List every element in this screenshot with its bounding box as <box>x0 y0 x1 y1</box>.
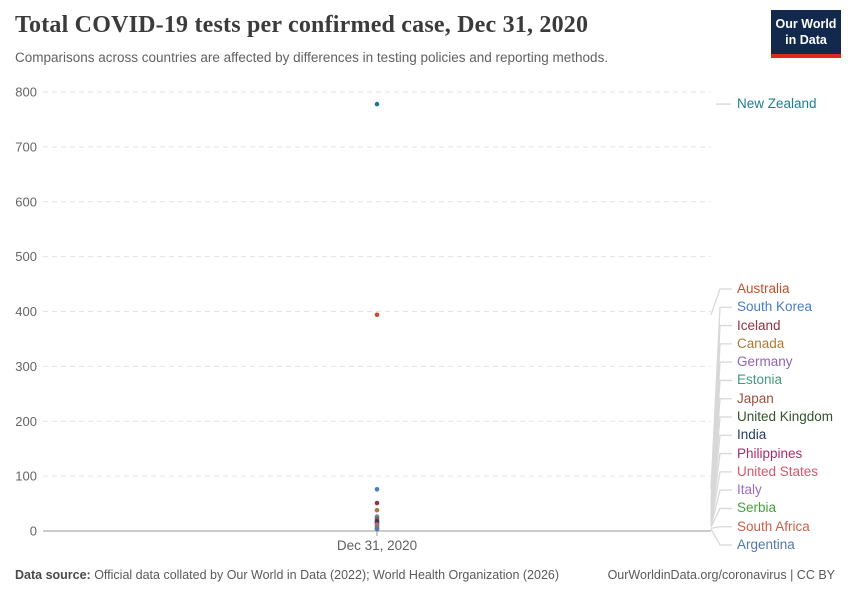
entity-label-south-korea[interactable]: South Korea <box>737 299 813 315</box>
data-point-canada[interactable] <box>374 507 380 513</box>
label-connector <box>710 526 732 529</box>
entity-label-new-zealand[interactable]: New Zealand <box>737 96 817 112</box>
y-tick-label: 700 <box>15 139 37 154</box>
entity-label-italy[interactable]: Italy <box>737 482 762 498</box>
page-title: Total COVID-19 tests per confirmed case,… <box>15 12 589 38</box>
data-point-south-korea[interactable] <box>374 486 380 492</box>
y-tick-label: 500 <box>15 249 37 264</box>
y-tick-label: 300 <box>15 359 37 374</box>
label-connector <box>710 434 732 523</box>
label-connector <box>710 416 732 522</box>
label-connector <box>710 489 732 527</box>
data-source-text: Official data collated by Our World in D… <box>90 568 560 582</box>
entity-label-germany[interactable]: Germany <box>737 354 793 370</box>
entity-label-estonia[interactable]: Estonia <box>737 372 783 388</box>
chart-subtitle: Comparisons across countries are affecte… <box>15 50 609 65</box>
label-connector <box>710 507 732 528</box>
label-connector <box>710 471 732 526</box>
footer-link[interactable]: OurWorldinData.org/coronavirus <box>607 568 787 582</box>
entity-label-philippines[interactable]: Philippines <box>737 445 803 461</box>
y-tick-label: 100 <box>15 469 37 484</box>
entity-label-united-kingdom[interactable]: United Kingdom <box>737 409 834 424</box>
entity-label-united-states[interactable]: United States <box>737 463 819 479</box>
y-tick-label: 600 <box>15 194 37 209</box>
data-source-note: Data source: Official data collated by O… <box>15 568 559 582</box>
data-source-label: Data source: <box>15 568 91 582</box>
y-tick-label: 0 <box>30 524 37 539</box>
data-point-argentina[interactable] <box>374 526 380 532</box>
x-tick-label: Dec 31, 2020 <box>337 538 417 553</box>
footer-license: | CC BY <box>786 568 835 582</box>
owid-logo[interactable]: Our World in Data <box>771 10 841 58</box>
data-point-iceland[interactable] <box>374 500 380 506</box>
owid-logo-line2: in Data <box>785 33 827 48</box>
label-connector <box>710 452 732 524</box>
label-connector <box>710 528 732 546</box>
owid-logo-line1: Our World <box>775 17 837 31</box>
label-connector <box>710 288 732 316</box>
label-connector <box>710 306 732 490</box>
y-tick-label: 800 <box>15 85 37 100</box>
data-point-australia[interactable] <box>374 312 380 318</box>
entity-label-south-africa[interactable]: South Africa <box>737 518 810 534</box>
entity-label-australia[interactable]: Australia <box>737 281 790 296</box>
entity-label-argentina[interactable]: Argentina <box>737 537 795 552</box>
entity-label-india[interactable]: India <box>737 427 767 443</box>
entity-label-serbia[interactable]: Serbia <box>737 500 777 516</box>
entity-label-canada[interactable]: Canada <box>737 335 785 351</box>
y-tick-label: 200 <box>15 414 37 429</box>
footer-credits: OurWorldinData.org/coronavirus | CC BY <box>608 568 835 582</box>
entity-label-japan[interactable]: Japan <box>737 390 774 406</box>
data-point-new-zealand[interactable] <box>374 101 380 107</box>
y-tick-label: 400 <box>15 304 37 319</box>
entity-label-iceland[interactable]: Iceland <box>737 317 781 333</box>
